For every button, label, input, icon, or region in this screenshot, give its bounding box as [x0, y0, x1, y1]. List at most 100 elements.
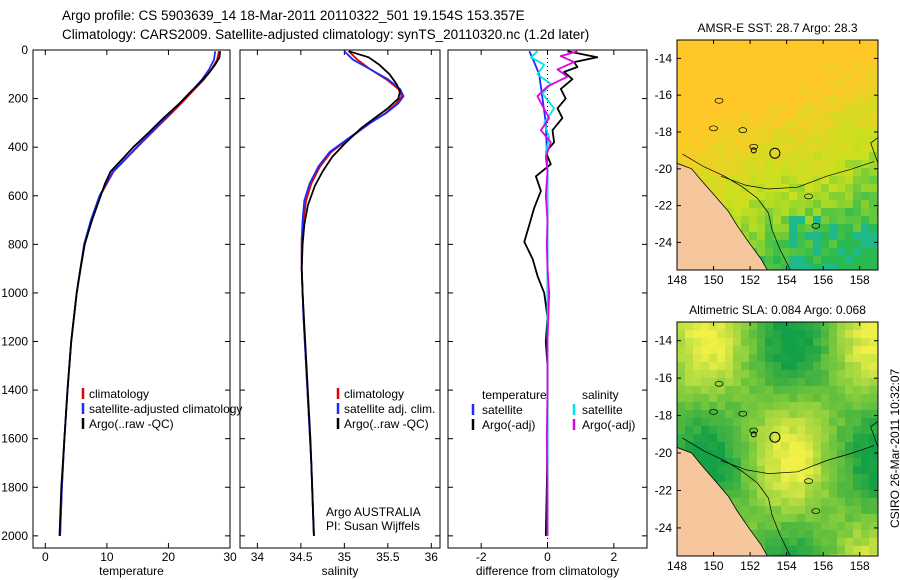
series-line-climatology	[300, 50, 403, 536]
y-tick-label: 1000	[1, 286, 28, 300]
y-tick-label: 1200	[1, 335, 28, 349]
y-tick-label: -16	[655, 371, 673, 385]
x-tick-label: 150	[704, 273, 724, 287]
legend-title-salinity: salinity	[582, 388, 619, 402]
series-line-argo-raw-qc-	[58, 51, 221, 536]
y-tick-label: 400	[8, 140, 28, 154]
plot-title-line2: Climatology: CARS2009. Satellite-adjuste…	[62, 27, 590, 42]
y-tick-label: 800	[8, 237, 28, 251]
sla-map-title: Altimetric SLA: 0.084 Argo: 0.068	[689, 303, 866, 317]
series-line-climatology	[59, 51, 220, 536]
legend-label: satellite	[482, 403, 523, 417]
legend-label: satellite-adjusted climatology	[89, 402, 242, 416]
y-tick-label: -22	[655, 199, 673, 213]
argo-position-marker	[769, 147, 781, 159]
y-tick-label: -20	[655, 446, 673, 460]
x-tick-label: 0	[544, 550, 551, 564]
y-tick-label: -16	[655, 88, 673, 102]
land-mass	[677, 162, 768, 270]
reef-island-outline	[749, 427, 759, 434]
argo-previous-marker	[750, 147, 757, 154]
y-tick-label: -18	[655, 125, 673, 139]
temperature-panel: 0 200 400 600 800 1000 1200 1400 1600 1800 2000 0 10…	[1, 43, 242, 578]
legend-label: satellite	[582, 403, 623, 417]
plot-title-line1: Argo profile: CS 5903639_14 18-Mar-2011 …	[62, 8, 525, 23]
temperature-axes-box	[32, 49, 231, 549]
series-line-satellite-adjusted-climatology	[59, 51, 217, 536]
series-line-salinity-satellite	[530, 50, 555, 536]
x-tick-label: 36	[425, 550, 439, 564]
y-tick-label: 600	[8, 189, 28, 203]
salinity-xlabel: salinity	[322, 564, 359, 578]
x-tick-label: 158	[850, 273, 870, 287]
x-tick-label: 34	[251, 550, 265, 564]
x-tick-label: -2	[476, 550, 487, 564]
y-tick-label: 200	[8, 92, 28, 106]
y-tick-label: -14	[655, 51, 673, 65]
y-tick-label: 0	[21, 43, 28, 57]
land-mass	[677, 446, 768, 556]
x-tick-label: 34.5	[289, 550, 313, 564]
island-outline	[870, 420, 878, 448]
x-tick-label: 152	[740, 559, 760, 573]
reef-island-outline	[804, 193, 813, 200]
y-tick-label: -24	[655, 235, 673, 249]
reef-island-outline	[709, 125, 718, 132]
salinity-panel: 34 34.5 35 35.5 36 salinity climatologysatelli…	[239, 49, 441, 578]
sla-map-field	[677, 322, 878, 556]
legend-title-temperature: temperature	[482, 388, 547, 402]
sst-map-title: AMSR-E SST: 28.7 Argo: 28.3	[697, 21, 857, 35]
plateau-contour	[720, 445, 875, 474]
reef-island-outline	[709, 409, 718, 415]
x-tick-label: 156	[813, 273, 833, 287]
x-tick-label: 152	[740, 273, 760, 287]
x-tick-label: 154	[777, 559, 797, 573]
salinity-axes-box	[239, 49, 441, 549]
legend-label: Argo(-adj)	[482, 418, 535, 432]
x-tick-label: 150	[704, 559, 724, 573]
x-tick-label: 148	[667, 273, 687, 287]
y-tick-label: 1800	[1, 480, 28, 494]
x-tick-label: 154	[777, 273, 797, 287]
x-tick-label: 156	[813, 559, 833, 573]
reef-island-outline	[804, 478, 813, 484]
legend-label: Argo(..raw -QC)	[344, 417, 429, 431]
x-tick-label: 148	[667, 559, 687, 573]
series-line-temperature-argo-adj-	[523, 50, 599, 536]
x-tick-label: 0	[42, 550, 49, 564]
sst-map-frame	[676, 39, 879, 271]
y-tick-label: -20	[655, 162, 673, 176]
x-tick-label: 30	[223, 550, 237, 564]
legend-label: Argo(-adj)	[582, 418, 635, 432]
float-annotation: Argo AUSTRALIA	[326, 505, 421, 519]
series-line-satellite-adj-clim-	[300, 50, 405, 536]
sla-map-frame	[676, 321, 879, 557]
temperature-xlabel: temperature	[99, 564, 164, 578]
legend-label: climatology	[344, 387, 404, 401]
y-tick-label: -24	[655, 521, 673, 535]
x-tick-label: 20	[162, 550, 176, 564]
reef-island-outline	[714, 380, 724, 387]
difference-legend: temperaturesatelliteArgo(-adj)salinitysa…	[471, 388, 635, 432]
x-tick-label: 2	[610, 550, 617, 564]
difference-xlabel: difference from climatology	[476, 564, 619, 578]
plateau-contour	[720, 161, 875, 190]
reef-island-outline	[714, 97, 724, 104]
sla-map-panel: -14 -16 -18 -20 -22 -24 148 150 152 154 156 158 Alti…	[655, 303, 879, 573]
y-tick-label: 1400	[1, 383, 28, 397]
series-line-salinity-argo-adj-	[536, 50, 578, 536]
legend-label: satellite adj. clim.	[344, 402, 435, 416]
x-tick-label: 158	[850, 559, 870, 573]
x-tick-label: 10	[100, 550, 114, 564]
y-tick-label: -18	[655, 409, 673, 423]
reef-island-outline	[749, 143, 759, 150]
legend-label: Argo(..raw -QC)	[89, 417, 174, 431]
x-tick-label: 35	[338, 550, 352, 564]
reef-island-outline	[738, 127, 748, 134]
y-tick-label: 1600	[1, 432, 28, 446]
reef-island-outline	[738, 410, 748, 417]
series-line-argo-raw-qc-	[300, 50, 401, 536]
